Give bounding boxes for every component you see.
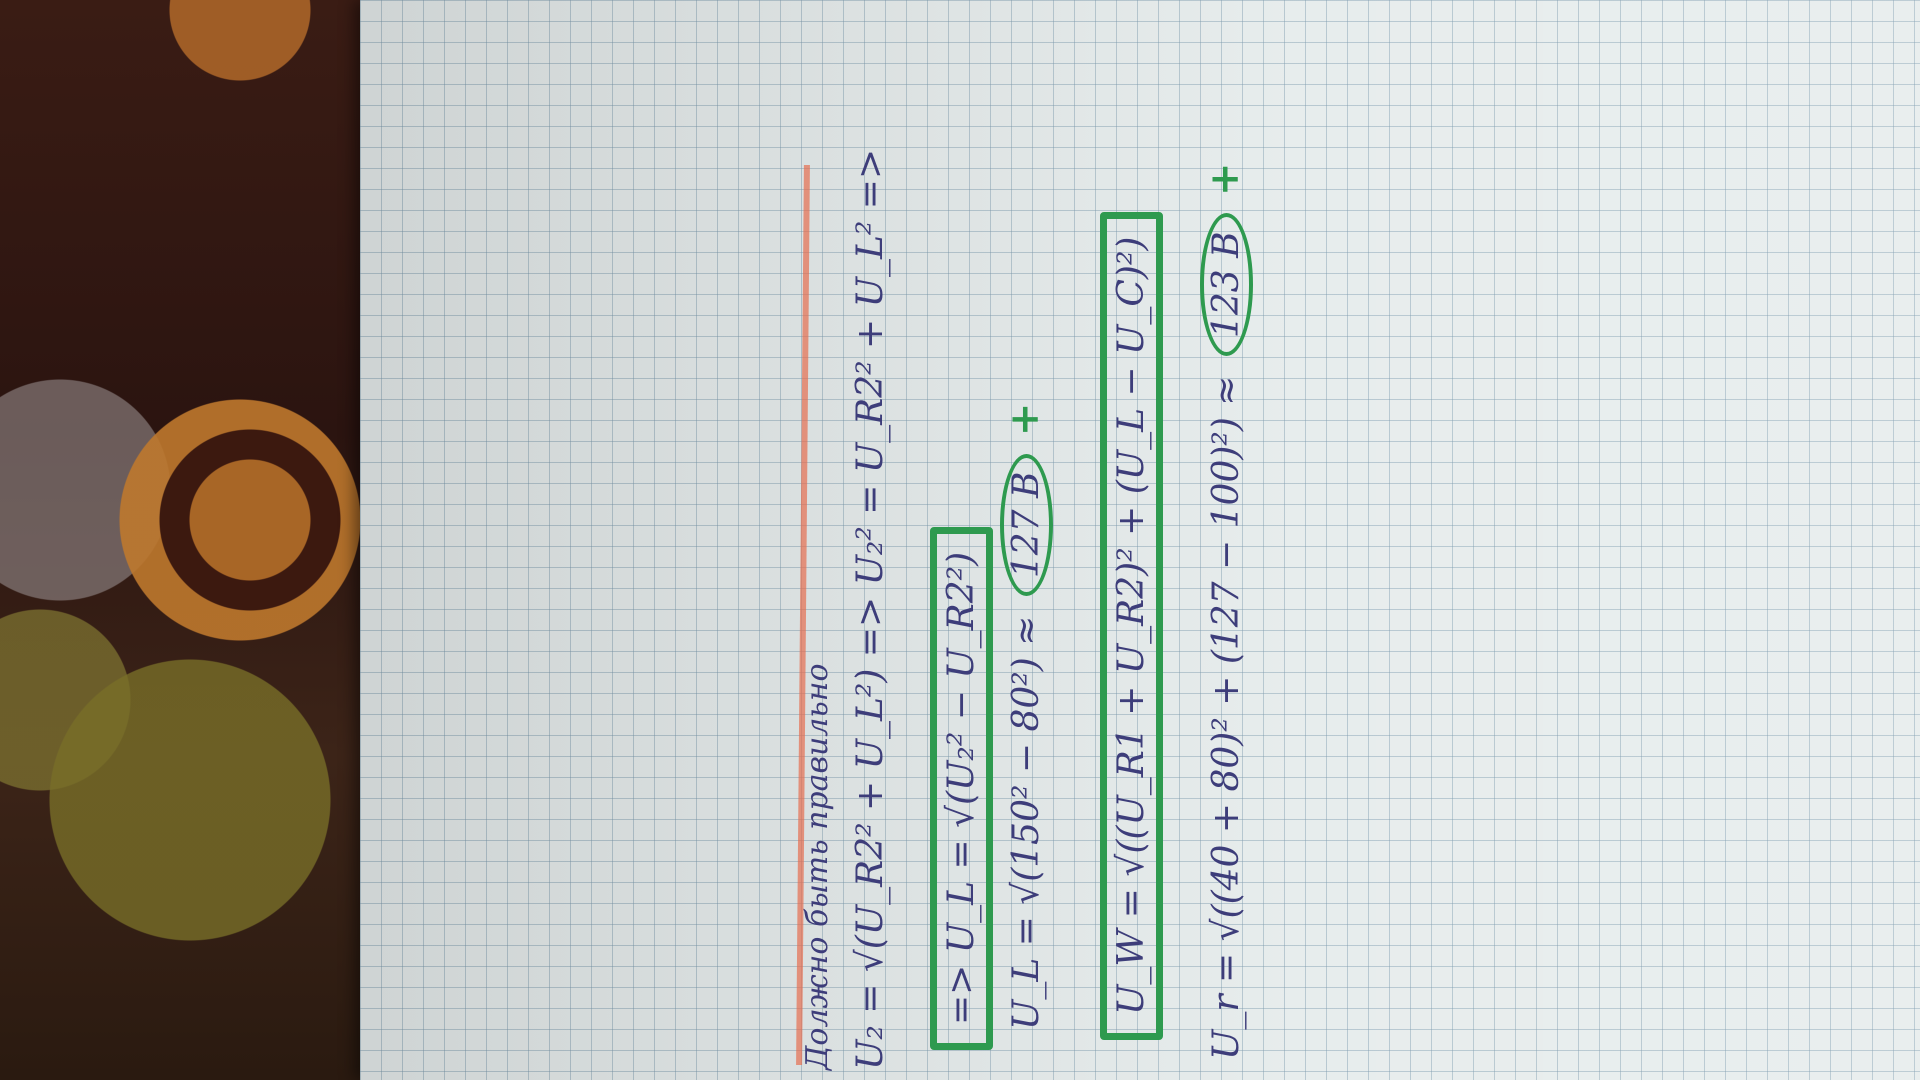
handwritten-notes: Должно быть правильно U₂ = √(U_R2² + U_L…	[800, 70, 1800, 1070]
notes-heading: Должно быть правильно	[800, 663, 835, 1070]
grid-paper-sheet: Должно быть правильно U₂ = √(U_R2² + U_L…	[360, 0, 1920, 1080]
formula-line-1: U₂ = √(U_R2² + U_L²) => U₂² = U_R2² + U_…	[850, 149, 891, 1070]
boxed-formula-ul: => U_L = √(U₂² − U_R2²)	[930, 526, 993, 1050]
boxed-formula-uw: U_W = √((U_R1 + U_R2)² + (U_L − U_C)²)	[1100, 211, 1163, 1040]
answer-ul-circled: 127 В	[1000, 453, 1053, 597]
formula-line-4: U_W = √((U_R1 + U_R2)² + (U_L − U_C)²)	[1100, 211, 1163, 1040]
formula-line-5: U_r = √((40 + 80)² + (127 − 100)²) ≈ 123…	[1200, 162, 1253, 1060]
formula-3-text: U_L = √(150² − 80²) ≈	[1006, 615, 1047, 1030]
carpet-background	[0, 0, 400, 1080]
check-mark-2: +	[1201, 162, 1248, 196]
check-mark-1: +	[1001, 402, 1048, 437]
formula-line-2: => U_L = √(U₂² − U_R2²)	[930, 526, 993, 1050]
formula-line-3: U_L = √(150² − 80²) ≈ 127 В +	[1000, 403, 1053, 1030]
answer-ur-circled: 123 В	[1200, 213, 1253, 357]
formula-5-text: U_r = √((40 + 80)² + (127 − 100)²) ≈	[1206, 375, 1247, 1060]
formula-1-text: U₂ = √(U_R2² + U_L²) => U₂² = U_R2² + U_…	[850, 148, 891, 1070]
